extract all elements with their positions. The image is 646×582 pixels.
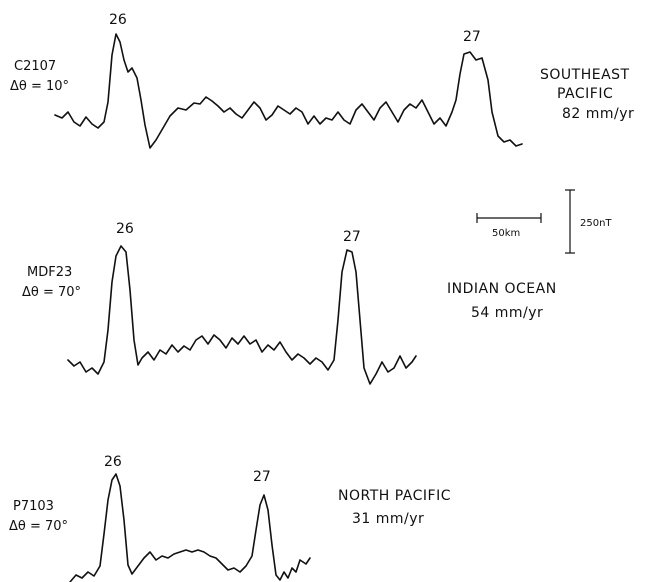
profile-north-pacific: P7103 Δθ = 70° 26 27 NORTH PACIFIC 31 mm… [9,454,451,582]
profile-indian-ocean: MDF23 Δθ = 70° 26 27 INDIAN OCEAN 54 mm/… [22,221,557,385]
magnetic-anomaly-trace [69,473,311,582]
distance-scale-label: 50km [492,228,520,239]
spreading-rate-label: 31 mm/yr [352,511,424,527]
delta-theta-label: Δθ = 70° [9,519,68,534]
anomaly-26-label: 26 [104,454,122,470]
anomaly-27-label: 27 [463,29,481,45]
anomaly-27-label: 27 [253,469,271,485]
amplitude-scale-label: 250nT [580,218,612,229]
profile-southeast-pacific: C2107 Δθ = 10° 26 27 SOUTHEAST PACIFIC 8… [10,12,634,149]
ship-label: P7103 [13,499,54,514]
delta-theta-label: Δθ = 10° [10,79,69,94]
spreading-rate-label: 54 mm/yr [471,305,543,321]
anomaly-27-label: 27 [343,229,361,245]
delta-theta-label: Δθ = 70° [22,285,81,300]
magnetic-anomaly-trace [67,245,417,385]
region-label: SOUTHEAST [540,67,630,83]
ship-label: C2107 [14,59,56,74]
region-label-line2: PACIFIC [557,86,613,102]
scale-bars: 50km 250nT [476,189,612,254]
anomaly-26-label: 26 [109,12,127,28]
ship-label: MDF23 [27,265,72,280]
anomaly-26-label: 26 [116,221,134,237]
region-label: INDIAN OCEAN [447,281,557,297]
spreading-rate-label: 82 mm/yr [562,106,634,122]
region-label: NORTH PACIFIC [338,488,451,504]
magnetic-anomaly-trace [54,33,523,149]
